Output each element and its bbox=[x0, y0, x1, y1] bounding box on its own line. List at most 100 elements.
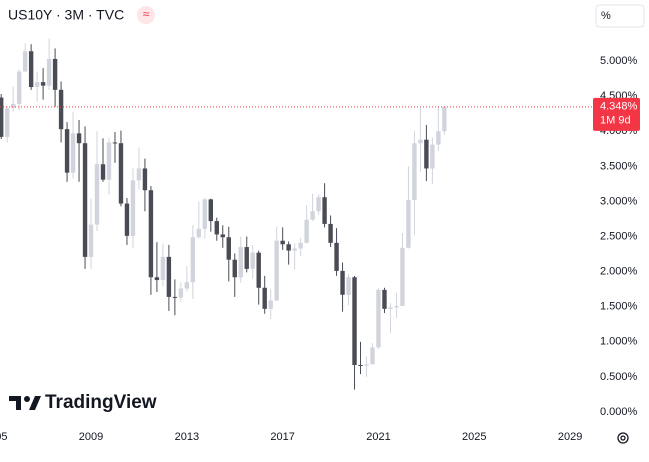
candle-body bbox=[286, 244, 291, 251]
countdown-label: 1M 9d bbox=[600, 115, 631, 127]
candles bbox=[0, 38, 447, 390]
candle-body bbox=[208, 199, 213, 222]
candle-body bbox=[184, 282, 190, 289]
candle-body bbox=[352, 277, 357, 365]
candle-body bbox=[418, 139, 423, 144]
candle-body bbox=[166, 256, 172, 297]
last-price-box bbox=[593, 97, 640, 131]
candle-body bbox=[64, 129, 70, 173]
candle-body bbox=[4, 108, 10, 137]
candle-body bbox=[22, 51, 28, 72]
candle-body bbox=[136, 168, 142, 181]
candle-body bbox=[424, 139, 429, 169]
candle-body bbox=[0, 97, 4, 137]
x-tick-label: 2029 bbox=[558, 431, 582, 443]
session-icon: ≈ bbox=[143, 7, 150, 21]
x-tick-label: 2013 bbox=[175, 431, 199, 443]
x-tick-label: 2017 bbox=[270, 431, 294, 443]
y-tick-label: 3.500% bbox=[600, 160, 638, 172]
y-tick-label: 1.000% bbox=[600, 336, 638, 348]
candle-body bbox=[46, 58, 52, 86]
candle-body bbox=[112, 142, 118, 144]
last-price-label: 4.348% bbox=[600, 101, 638, 113]
candle-body bbox=[328, 223, 333, 243]
candle-body bbox=[220, 234, 225, 238]
candle-body bbox=[262, 287, 267, 309]
candle-body bbox=[412, 143, 417, 201]
candle-body bbox=[202, 199, 208, 229]
y-tick-label: 5.000% bbox=[600, 55, 638, 67]
x-tick-label: 2009 bbox=[79, 431, 103, 443]
candle-body bbox=[292, 248, 297, 251]
candle-body bbox=[28, 51, 34, 88]
candle-body bbox=[334, 242, 339, 271]
candle-body bbox=[190, 237, 196, 283]
candle-body bbox=[298, 242, 303, 249]
x-tick-label: 2021 bbox=[366, 431, 390, 443]
candle-body bbox=[118, 143, 124, 204]
candle-body bbox=[94, 164, 100, 225]
candle-body bbox=[124, 203, 130, 236]
candle-body bbox=[388, 307, 393, 309]
candle-body bbox=[34, 82, 40, 88]
scale-button-label[interactable]: % bbox=[601, 10, 611, 22]
candle-body bbox=[406, 200, 411, 248]
candle-body bbox=[280, 240, 285, 245]
candle-body bbox=[376, 289, 381, 348]
y-tick-label: 1.500% bbox=[600, 301, 638, 313]
candle-body bbox=[244, 247, 249, 269]
candle-body bbox=[358, 364, 363, 366]
candle-body bbox=[364, 364, 369, 366]
candle-body bbox=[442, 106, 447, 132]
x-tick-label: 2005 bbox=[0, 431, 7, 443]
candle-body bbox=[172, 296, 178, 298]
candle-body bbox=[370, 347, 375, 365]
candle-body bbox=[70, 133, 76, 173]
y-tick-label: 0.500% bbox=[600, 371, 638, 383]
logo-text: TradingView bbox=[45, 392, 157, 413]
y-tick-label: 2.000% bbox=[600, 266, 638, 278]
candle-body bbox=[226, 237, 231, 260]
candle-body bbox=[178, 288, 184, 298]
candle-body bbox=[382, 289, 387, 309]
candle-body bbox=[430, 144, 435, 169]
candle-body bbox=[256, 252, 261, 288]
candle-body bbox=[160, 256, 166, 281]
scale-button[interactable] bbox=[595, 4, 645, 28]
candle-body bbox=[148, 190, 154, 278]
candle-body bbox=[100, 164, 106, 180]
candle-body bbox=[82, 143, 88, 257]
candle-body bbox=[340, 270, 345, 295]
candle-body bbox=[196, 228, 202, 238]
candle-body bbox=[232, 259, 237, 278]
logo-icon bbox=[9, 396, 41, 410]
candle-body bbox=[322, 197, 327, 224]
candle-body bbox=[154, 277, 160, 281]
candle-body bbox=[40, 82, 46, 86]
chart-title: US10Y · 3M · TVC bbox=[8, 7, 124, 23]
candle-body bbox=[130, 180, 136, 236]
y-tick-label: 0.000% bbox=[600, 406, 638, 418]
candle-body bbox=[394, 306, 399, 308]
settings-icon[interactable] bbox=[617, 432, 629, 444]
candle-body bbox=[88, 224, 94, 257]
candle-body bbox=[76, 133, 82, 144]
candle-body bbox=[268, 300, 273, 309]
candle-body bbox=[310, 211, 315, 220]
candle-body bbox=[10, 103, 16, 109]
candle-body bbox=[304, 219, 309, 243]
candle-body bbox=[52, 58, 58, 90]
candle-body bbox=[436, 131, 441, 145]
candle-body bbox=[16, 71, 22, 104]
candle-body bbox=[346, 277, 351, 295]
candle-body bbox=[400, 247, 405, 307]
candle-body bbox=[274, 240, 279, 301]
candle-body bbox=[250, 252, 255, 269]
x-tick-label: 2025 bbox=[462, 431, 486, 443]
candle-body bbox=[214, 221, 219, 235]
y-tick-label: 3.000% bbox=[600, 195, 638, 207]
y-tick-label: 2.500% bbox=[600, 230, 638, 242]
candle-body bbox=[238, 247, 243, 278]
candle-body bbox=[142, 168, 148, 191]
